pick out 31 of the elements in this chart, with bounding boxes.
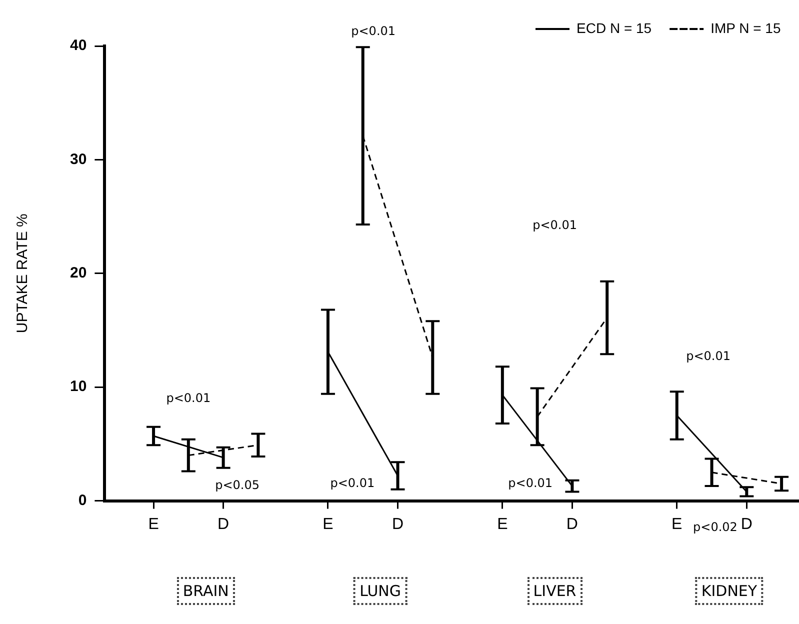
text: LIVER <box>527 576 582 605</box>
point <box>564 479 580 493</box>
x-tick-label: D <box>218 516 230 533</box>
legend-label: ECD N = 15 <box>576 20 652 36</box>
annotation: p<0.01 <box>330 476 375 490</box>
x-tick-label: D <box>566 516 578 533</box>
text: LUNG <box>354 576 408 605</box>
text: p<0.02 <box>693 520 738 534</box>
x-tick-label: E <box>148 516 159 533</box>
x-tick-label: D <box>740 516 752 533</box>
annotation: p<0.01 <box>166 390 211 405</box>
annotation: p<0.01 <box>532 218 577 232</box>
text: KIDNEY <box>695 576 764 605</box>
x-tick-label: D <box>392 516 404 533</box>
y-tick-label: 10 <box>70 378 87 396</box>
text: p<0.01 <box>351 24 396 38</box>
y-tick-label: 0 <box>78 492 87 509</box>
x-tick-label: E <box>672 516 682 533</box>
y-tick-label: 20 <box>70 264 87 282</box>
y-tick-label: 30 <box>70 150 87 168</box>
annotation: p<0.05 <box>215 478 260 492</box>
text: BRAIN <box>176 576 235 605</box>
annotation: p<0.01 <box>508 476 553 490</box>
annotation: p<0.01 <box>686 348 730 363</box>
x-tick-label: E <box>497 516 508 533</box>
point <box>774 476 790 492</box>
y-axis-title: UPTAKE RATE % <box>14 214 32 334</box>
point <box>146 426 162 446</box>
x-tick-label: E <box>322 516 334 533</box>
legend-label: IMP N = 15 <box>710 20 781 36</box>
y-tick-label: 40 <box>70 37 87 54</box>
